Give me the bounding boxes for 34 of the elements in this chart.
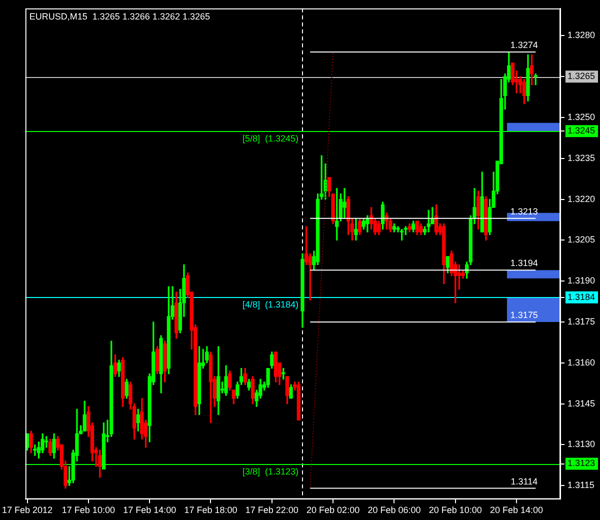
data-label: 1.3194 — [510, 258, 538, 268]
y-tick-label: 1.3175 — [567, 316, 596, 326]
y-tick-label: 1.3245 — [567, 126, 596, 136]
x-tick-label: 17 Feb 2012 — [2, 505, 53, 516]
data-label: 1.3274 — [510, 40, 538, 50]
chart-title: EURUSD,M15 1.3265 1.3266 1.3262 1.3265 — [29, 11, 210, 22]
y-tick-label: 1.3130 — [567, 439, 596, 450]
x-tick-label: 20 Feb 14:00 — [490, 505, 544, 516]
y-tick-label: 1.3205 — [567, 234, 596, 245]
y-tick-label: 1.3280 — [567, 30, 596, 40]
x-tick-label: 17 Feb 18:00 — [184, 505, 238, 516]
y-tick-label: 1.3160 — [567, 357, 596, 368]
data-label: 1.3114 — [510, 476, 538, 486]
x-tick-label: 20 Feb 10:00 — [428, 505, 482, 516]
y-tick-label: 1.3184 — [567, 292, 596, 302]
ref-line-label: [4/8] (1.3184) — [242, 299, 298, 310]
x-tick-label: 17 Feb 22:00 — [245, 505, 298, 516]
data-label: 1.3175 — [510, 310, 538, 320]
y-tick-label: 1.3190 — [567, 276, 596, 286]
x-tick-label: 20 Feb 06:00 — [368, 505, 421, 516]
ref-line-label: [3/8] (1.3123) — [242, 466, 298, 476]
x-tick-label: 17 Feb 10:00 — [62, 505, 115, 516]
y-tick-label: 1.3235 — [567, 152, 596, 163]
candlestick — [342, 188, 346, 219]
y-tick-label: 1.3145 — [567, 398, 596, 408]
ref-line-label: [5/8] (1.3245) — [242, 133, 298, 144]
candlestick — [33, 444, 37, 456]
y-tick-label: 1.3220 — [567, 194, 596, 204]
y-tick-label: 1.3115 — [567, 480, 594, 490]
x-tick-label: 17 Feb 14:00 — [123, 505, 176, 516]
y-tick-label: 1.3250 — [567, 112, 596, 122]
y-tick-label: 1.3265 — [567, 71, 596, 82]
y-tick-label: 1.3123 — [567, 458, 596, 468]
x-tick-label: 20 Feb 02:00 — [306, 505, 360, 516]
